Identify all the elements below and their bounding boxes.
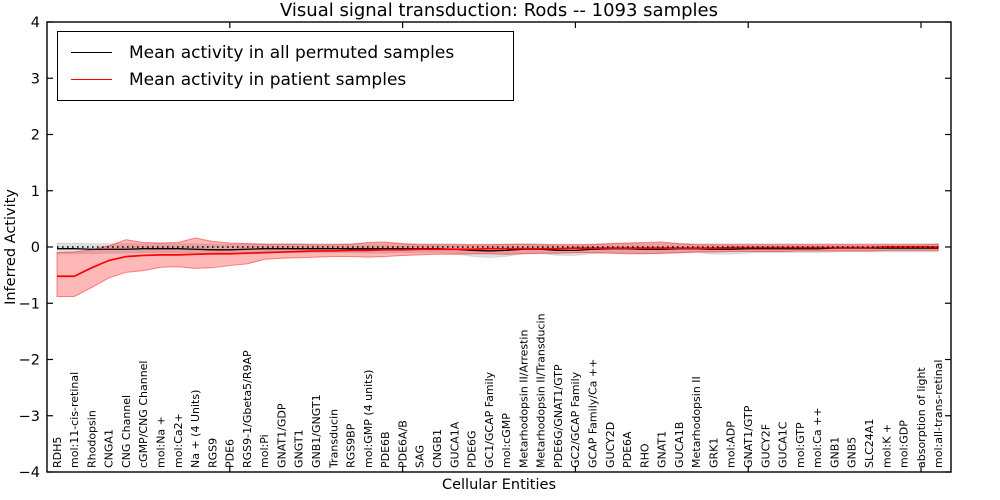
x-tick-label: PDE6G/GNAT1/GTP xyxy=(552,364,565,468)
x-tick-label: CNGB1 xyxy=(431,429,444,468)
y-tick-label: −2 xyxy=(19,353,40,369)
x-tick-label: RHO xyxy=(638,443,651,468)
x-tick-label: GNB5 xyxy=(846,437,859,468)
x-tick-label: mol:Ca2+ xyxy=(172,413,185,468)
x-tick-label: CNG Channel xyxy=(120,395,133,468)
x-tick-label: GNB1 xyxy=(828,437,841,468)
y-tick-label: 3 xyxy=(31,71,40,87)
legend-item-patient: Mean activity in patient samples xyxy=(58,66,513,93)
x-tick-label: GC1/GCAP Family xyxy=(483,371,496,468)
x-tick-label: Na + (4 Units) xyxy=(189,390,202,468)
x-tick-label: Metarhodopsin II xyxy=(690,376,703,468)
x-tick-label: GRK1 xyxy=(707,438,720,468)
y-tick-label: 1 xyxy=(31,184,40,200)
x-tick-label: RGS9-1/Gbeta5/R9AP xyxy=(241,350,254,468)
x-tick-label: Metarhodopsin II/Arrestin xyxy=(517,330,530,468)
y-tick-label: 2 xyxy=(31,128,40,144)
x-tick-label: Rhodopsin xyxy=(85,410,98,468)
legend: Mean activity in all permuted samples Me… xyxy=(57,31,514,101)
x-tick-label: mol:11-cis-retinal xyxy=(68,372,81,468)
x-tick-label: GUCA1C xyxy=(777,421,790,468)
y-tick-label: −1 xyxy=(19,296,40,312)
x-tick-label: GC2/GCAP Family xyxy=(569,371,582,468)
y-tick-label: −4 xyxy=(19,465,40,481)
x-tick-label: PDE6A xyxy=(621,431,634,468)
y-tick-label: 4 xyxy=(31,15,40,31)
x-tick-label: GUCY2F xyxy=(759,424,772,468)
x-tick-label: RGS9 xyxy=(206,438,219,468)
x-tick-label: PDE6B xyxy=(379,431,392,468)
x-tick-label: GNAT1 xyxy=(656,431,669,468)
x-tick-label: mol:Na + xyxy=(154,416,167,468)
x-tick-label: mol:ADP xyxy=(725,421,738,468)
y-axis-label: Inferred Activity xyxy=(3,189,19,305)
x-tick-label: SLC24A1 xyxy=(863,419,876,468)
x-tick-label: PDE6A/B xyxy=(396,420,409,468)
x-tick-label: mol:GMP (4 units) xyxy=(362,370,375,468)
legend-label-patient: Mean activity in patient samples xyxy=(129,69,407,90)
x-tick-label: cGMP/CNG Channel xyxy=(137,361,150,469)
x-tick-label: PDE6 xyxy=(224,439,237,468)
y-tick-label: −3 xyxy=(19,409,40,425)
x-tick-label: GNAT1/GTP xyxy=(742,405,755,468)
x-tick-label: RDH5 xyxy=(51,437,64,468)
legend-item-permuted: Mean activity in all permuted samples xyxy=(58,39,513,66)
x-tick-label: GUCY2D xyxy=(604,422,617,468)
x-tick-label: GNAT1/GDP xyxy=(275,403,288,468)
x-axis-label: Cellular Entities xyxy=(441,477,557,493)
x-tick-label: mol:K + xyxy=(880,424,893,468)
x-tick-label: SAG xyxy=(414,445,427,468)
legend-label-permuted: Mean activity in all permuted samples xyxy=(129,42,455,63)
permuted-mean-line xyxy=(57,247,939,252)
x-tick-label: Transducin xyxy=(327,409,340,469)
x-tick-label: RGS9BP xyxy=(345,423,358,468)
x-tick-label: CNGA1 xyxy=(103,429,116,468)
y-tick-label: 0 xyxy=(31,240,40,256)
chart-title: Visual signal transduction: Rods -- 1093… xyxy=(280,0,718,21)
x-tick-label: GNB1/GNGT1 xyxy=(310,394,323,468)
x-tick-label: mol:GTP xyxy=(794,422,807,468)
x-tick-label: mol:cGMP xyxy=(500,413,513,468)
x-tick-label: Metarhodopsin II/Transducin xyxy=(535,313,548,468)
x-tick-label: GUCA1A xyxy=(448,421,461,468)
x-tick-label: mol:GDP xyxy=(898,420,911,468)
x-tick-label: PDE6G xyxy=(466,430,479,468)
x-tick-label: absorption of light xyxy=(915,367,928,468)
permuted-line-swatch xyxy=(71,52,112,53)
x-tick-label: GNGT1 xyxy=(293,429,306,468)
patient-line-swatch xyxy=(71,79,112,80)
x-tick-label: mol:all-trans-retinal xyxy=(932,360,945,468)
x-tick-label: GCAP Family/Ca ++ xyxy=(586,359,599,468)
x-tick-label: mol:Pi xyxy=(258,434,271,468)
x-tick-label: mol:Ca ++ xyxy=(811,407,824,468)
x-tick-label: GUCA1B xyxy=(673,422,686,468)
patient-mean-line xyxy=(57,246,939,278)
